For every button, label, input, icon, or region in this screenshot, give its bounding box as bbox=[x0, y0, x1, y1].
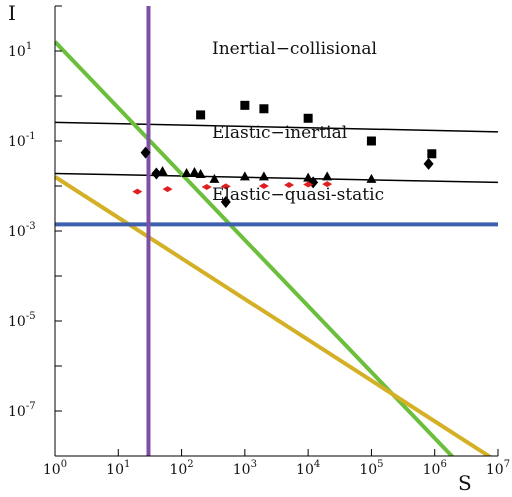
ref-line-4 bbox=[55, 175, 493, 456]
triangle-marker bbox=[181, 167, 192, 177]
triangle-marker bbox=[157, 166, 168, 176]
y-tick-label: 10-1 bbox=[8, 131, 36, 150]
tick-labels: 101 10-1 10-3 10-5 10-7 100 101 102 103 104 105 106… bbox=[8, 41, 510, 478]
square-marker bbox=[259, 104, 269, 114]
red-diamond-marker bbox=[201, 184, 212, 191]
diamond-marker bbox=[220, 196, 231, 209]
triangle-marker bbox=[189, 166, 200, 176]
square-marker bbox=[366, 136, 376, 146]
triangle-marker bbox=[239, 171, 250, 181]
x-tick-label: 101 bbox=[106, 459, 130, 478]
reference-lines bbox=[55, 6, 498, 456]
square-marker bbox=[427, 149, 437, 159]
label-inertial-collisional: Inertial−collisional bbox=[212, 39, 377, 59]
triangle-marker bbox=[303, 172, 314, 182]
x-axis-title: S bbox=[458, 471, 472, 495]
x-tick-label: 102 bbox=[169, 459, 193, 478]
square-marker bbox=[303, 113, 313, 123]
x-tick-label: 103 bbox=[233, 459, 257, 478]
x-tick-label: 100 bbox=[43, 459, 67, 478]
diamond-marker bbox=[423, 157, 434, 170]
ref-line-1 bbox=[55, 121, 498, 133]
x-tick-label: 106 bbox=[423, 459, 447, 478]
y-tick-label: 10-3 bbox=[8, 221, 36, 240]
triangle-marker bbox=[366, 173, 377, 183]
diamond-marker bbox=[140, 146, 151, 159]
square-marker bbox=[240, 100, 250, 110]
red-diamond-marker bbox=[132, 188, 143, 195]
diamond-marker bbox=[151, 167, 162, 180]
square-marker bbox=[196, 110, 206, 120]
red-diamond-marker bbox=[220, 183, 231, 190]
triangle-marker bbox=[322, 171, 333, 181]
triangle-marker bbox=[195, 169, 206, 179]
y-axis-title: I bbox=[8, 1, 16, 25]
x-tick-label: 105 bbox=[359, 459, 383, 478]
triangle-marker bbox=[209, 173, 220, 183]
x-tick-label: 107 bbox=[486, 459, 510, 478]
red-diamond-marker bbox=[303, 181, 314, 188]
y-tick-label: 101 bbox=[8, 41, 32, 60]
label-elastic-quasi-static: Elastic−quasi-static bbox=[212, 185, 384, 205]
y-tick-label: 10-7 bbox=[8, 401, 36, 420]
data-points bbox=[132, 100, 437, 209]
red-diamond-marker bbox=[322, 181, 333, 188]
red-diamond-marker bbox=[258, 183, 269, 189]
x-tick-label: 104 bbox=[296, 459, 320, 478]
label-elastic-inertial: Elastic−inertial bbox=[212, 123, 347, 143]
red-diamond-marker bbox=[162, 186, 173, 193]
axes bbox=[54, 5, 499, 457]
red-diamond-marker bbox=[284, 182, 295, 189]
y-tick-label: 10-5 bbox=[8, 311, 36, 330]
ref-line-2 bbox=[55, 172, 498, 184]
triangle-marker bbox=[258, 171, 269, 181]
